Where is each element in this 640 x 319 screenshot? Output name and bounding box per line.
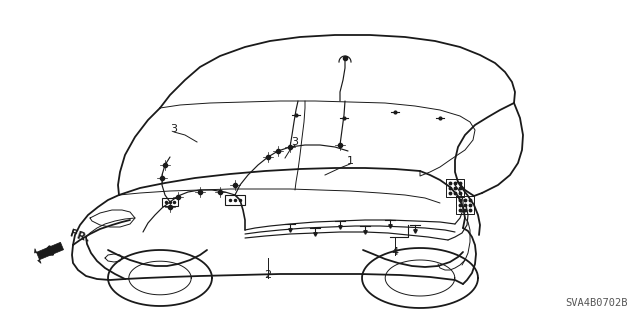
- Text: FR.: FR.: [68, 228, 91, 244]
- Polygon shape: [35, 242, 63, 263]
- Text: 3: 3: [170, 124, 177, 134]
- Text: 4: 4: [392, 247, 399, 257]
- Text: SVA4B0702B: SVA4B0702B: [566, 298, 628, 308]
- Text: 3: 3: [291, 137, 298, 147]
- Text: 1: 1: [346, 156, 353, 166]
- Text: 2: 2: [264, 270, 271, 280]
